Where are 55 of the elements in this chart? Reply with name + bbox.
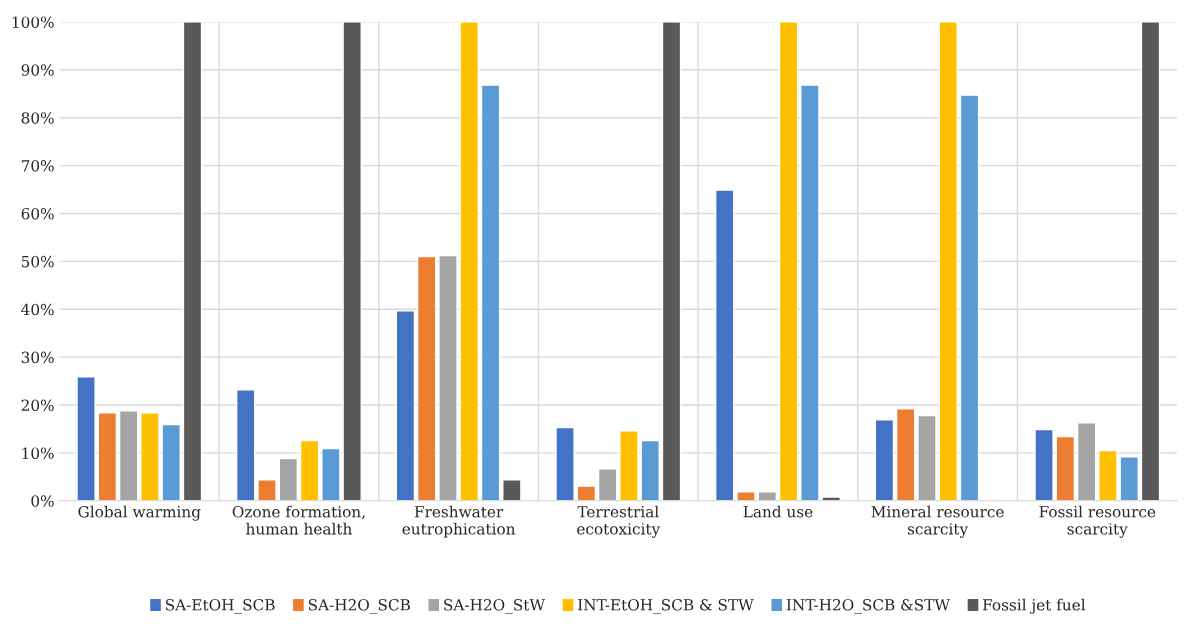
bar — [502, 479, 522, 501]
bar — [299, 439, 320, 501]
bar — [714, 189, 735, 501]
bar — [257, 479, 277, 501]
y-tick-label: 70% — [21, 160, 54, 172]
x-tick-label: Freshwater eutrophication — [402, 505, 516, 538]
bar — [1034, 428, 1054, 501]
bar — [278, 457, 299, 501]
bar — [661, 21, 682, 501]
bar — [938, 21, 958, 501]
x-tick-label: Global warming — [78, 505, 201, 521]
y-tick-label: 10% — [22, 447, 54, 459]
bar — [395, 309, 416, 501]
legend-label: SA-H2O_SCB — [308, 599, 410, 614]
bar — [895, 408, 916, 501]
bar — [97, 411, 118, 501]
x-tick-label: Land use — [743, 505, 813, 518]
bar — [182, 21, 203, 501]
legend-label: Fossil jet fuel — [983, 598, 1086, 614]
legend-label: SA-H2O_StW — [444, 599, 546, 614]
bar — [480, 84, 501, 501]
x-tick-label: Ozone formation, human health — [232, 505, 365, 535]
bar — [76, 376, 96, 501]
y-tick-label: 80% — [21, 112, 54, 124]
bar — [118, 410, 139, 501]
y-tick-label: 30% — [21, 351, 54, 364]
x-tick-label: Terrestrial ecotoxicity — [577, 505, 661, 538]
bar — [1076, 422, 1097, 501]
y-tick-label: 40% — [21, 303, 54, 316]
bar — [959, 94, 980, 501]
x-tick-label: Mineral resource scarcity — [871, 505, 1004, 538]
bar — [438, 254, 458, 501]
x-tick-label: Fossil resource scarcity — [1039, 505, 1156, 538]
bar — [459, 21, 480, 501]
bar — [235, 389, 256, 501]
bar — [597, 468, 618, 501]
bar — [874, 419, 895, 501]
bar — [416, 255, 437, 501]
bar — [778, 21, 799, 501]
bar — [757, 491, 778, 501]
bar — [555, 426, 575, 501]
y-tick-label: 60% — [21, 207, 54, 220]
legend-label: INT-EtOH_SCB & STW — [578, 599, 754, 614]
y-tick-label: 20% — [21, 399, 54, 412]
bar — [1140, 21, 1161, 501]
y-tick-label: 0% — [31, 495, 54, 507]
y-tick-label: 100% — [12, 16, 54, 28]
legend-label: INT-H2O_SCB &STW — [786, 599, 951, 614]
bar — [576, 485, 597, 501]
y-tick-label: 90% — [21, 64, 54, 76]
y-tick-label: 50% — [21, 255, 54, 268]
bar — [917, 414, 937, 501]
bar — [1055, 435, 1076, 501]
bar — [736, 491, 756, 501]
legend-label: SA-EtOH_SCB — [165, 599, 275, 614]
